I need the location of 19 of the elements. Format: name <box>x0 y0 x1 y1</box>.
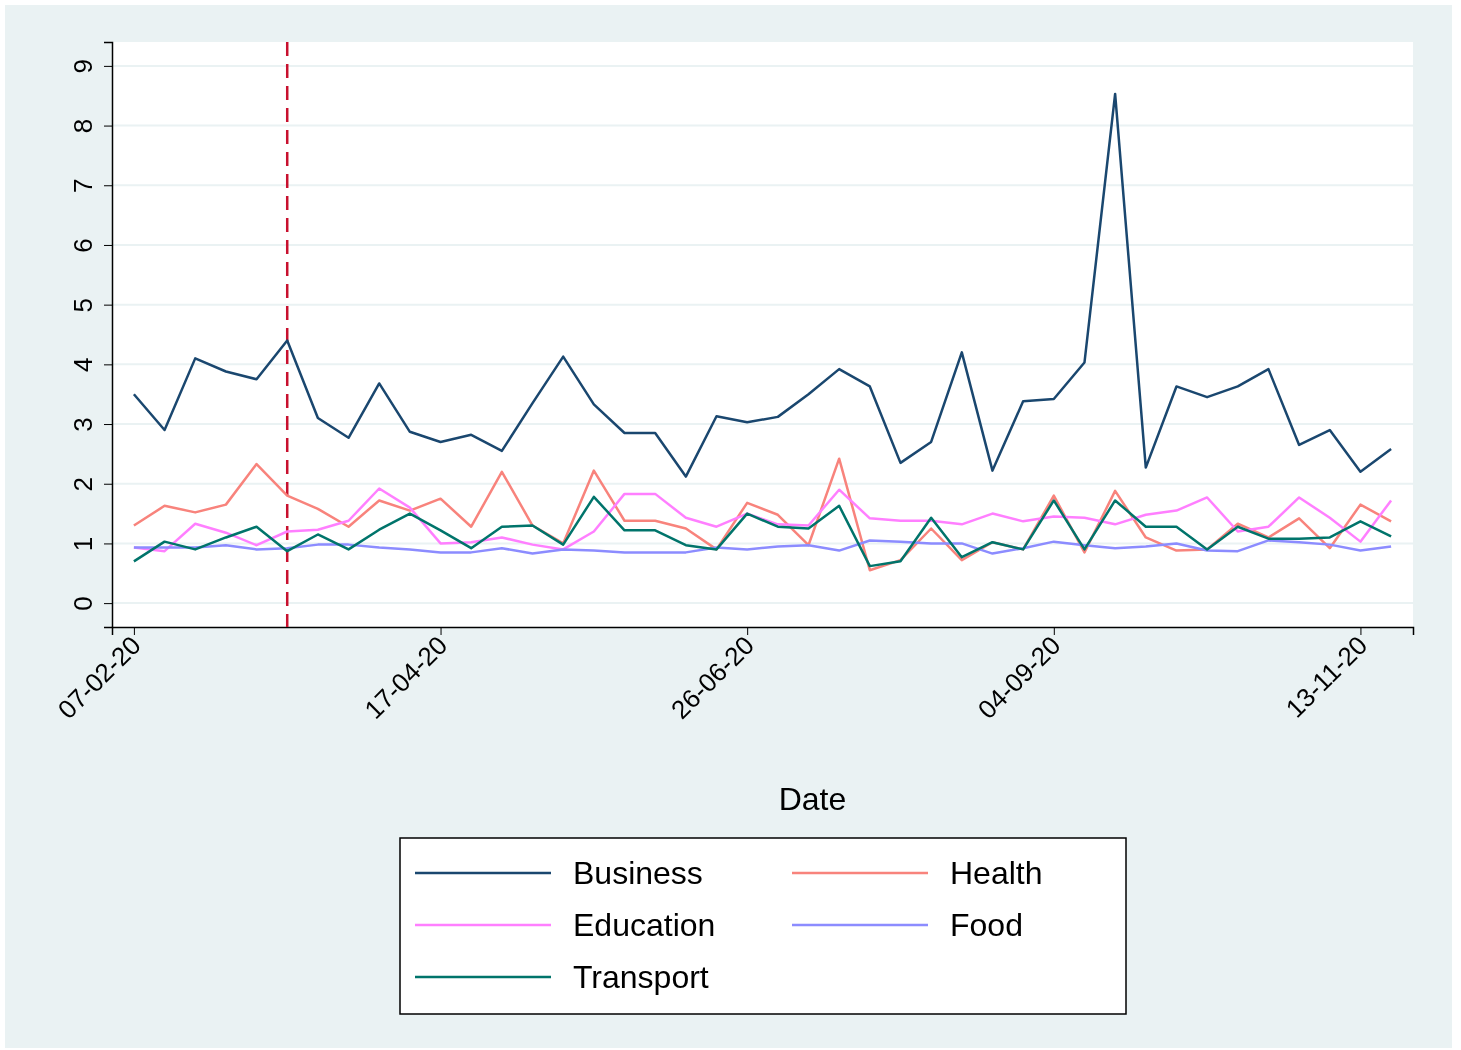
x-axis-title: Date <box>778 781 847 817</box>
legend-label: Business <box>573 855 703 891</box>
legend-label: Education <box>573 907 716 943</box>
y-tick-label: 5 <box>68 297 98 313</box>
y-tick-label: 3 <box>68 417 98 432</box>
legend-label: Health <box>950 855 1043 891</box>
y-tick-label: 2 <box>68 477 98 492</box>
line-series <box>132 495 1393 568</box>
y-tick-label: 7 <box>68 178 98 193</box>
y-tick-label: 1 <box>68 536 98 552</box>
line-series <box>132 539 1393 555</box>
y-tick-label: 4 <box>68 357 98 373</box>
legend-label: Transport <box>573 959 709 995</box>
legend-label: Food <box>950 907 1023 943</box>
y-tick-label: 6 <box>68 238 98 253</box>
y-tick-label: 8 <box>68 118 98 134</box>
line-series <box>132 92 1393 478</box>
y-tick-label: 0 <box>68 596 98 611</box>
y-tick-label: 9 <box>68 59 98 74</box>
